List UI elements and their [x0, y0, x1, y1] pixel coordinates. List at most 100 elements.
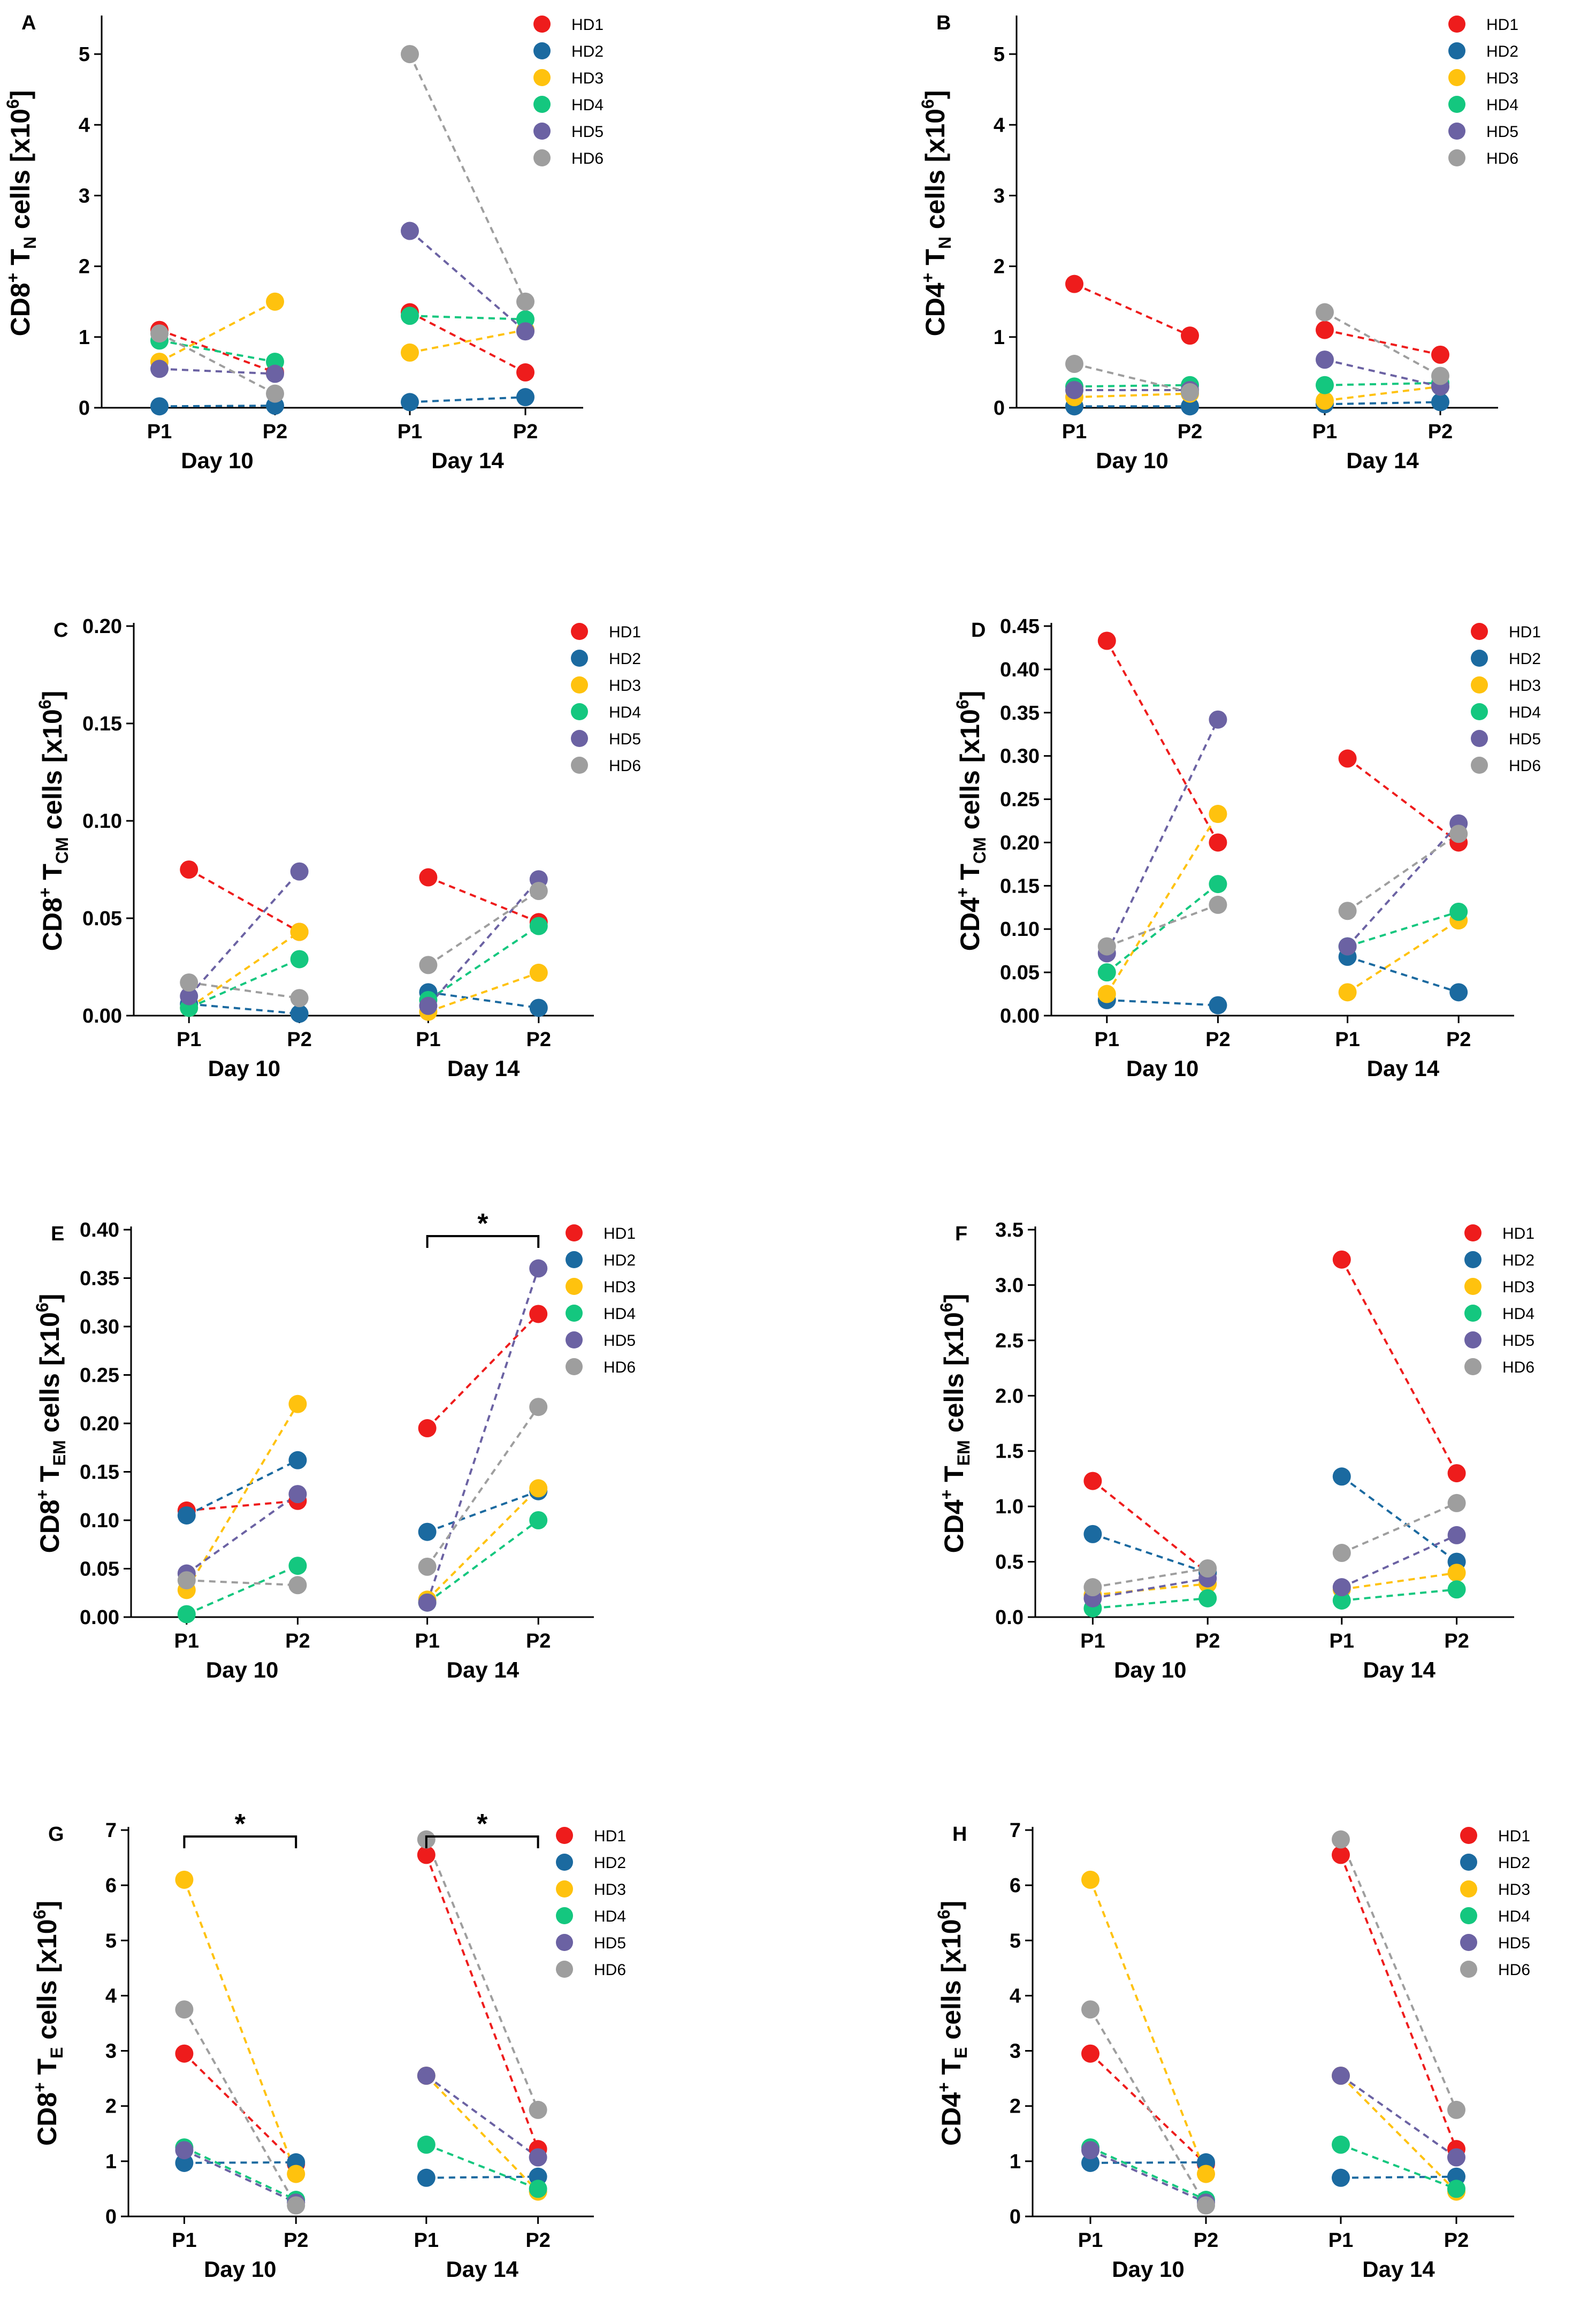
data-point-hd6	[1449, 825, 1468, 843]
series-line-hd4	[1347, 910, 1459, 948]
series-line-hd3	[425, 2075, 539, 2192]
data-point-hd5	[1209, 710, 1227, 729]
data-point-hd6	[288, 1576, 307, 1595]
legend-marker-hd6	[566, 1358, 583, 1375]
legend-marker-hd4	[571, 703, 588, 720]
legend-marker-hd1	[566, 1224, 583, 1241]
data-point-hd2	[1181, 397, 1199, 416]
legend-label: HD4	[1486, 96, 1518, 114]
significance-bracket	[425, 1835, 539, 1848]
legend-label: HD6	[594, 1961, 626, 1979]
legend-label: HD5	[1486, 123, 1518, 141]
legend-label: HD5	[594, 1934, 626, 1952]
legend-label: HD6	[571, 150, 604, 167]
x-tick-label: P1	[177, 1028, 201, 1051]
legend-marker-hd4	[1460, 1907, 1477, 1924]
data-point-hd6	[529, 2100, 547, 2119]
ylabel-end: ]	[32, 1901, 62, 1910]
ylabel-base: CD8	[37, 897, 67, 951]
legend-marker-hd4	[533, 96, 551, 113]
legend-marker-hd3	[1448, 69, 1465, 86]
data-point-hd1	[1316, 321, 1334, 339]
ylabel-exp: 6	[35, 699, 55, 709]
legend-marker-hd2	[1460, 1854, 1477, 1871]
series-line-hd3	[1074, 392, 1190, 399]
series-line-hd6	[1074, 363, 1190, 393]
legend-label: HD4	[604, 1305, 636, 1323]
y-tick-label: 3.5	[995, 1219, 1024, 1241]
series-line-hd6	[426, 1406, 539, 1568]
legend-marker-hd1	[1464, 1224, 1482, 1241]
series-line-hd1	[186, 1499, 298, 1512]
legend-label: HD4	[594, 1908, 626, 1925]
data-point-hd4	[529, 917, 548, 935]
y-tick-label: 2	[994, 256, 1005, 278]
x-tick-label: P1	[1080, 1630, 1105, 1652]
legend-label: HD2	[594, 1854, 626, 1872]
y-tick-label: 1	[105, 2151, 117, 2173]
y-tick-label: 5	[1010, 1930, 1021, 1952]
y-tick-label: 0.40	[80, 1219, 119, 1241]
y-tick-label: 0.15	[80, 1461, 119, 1484]
series-line-hd5	[186, 1493, 299, 1575]
legend-marker-hd6	[1464, 1358, 1482, 1375]
x-tick-label: P2	[263, 421, 287, 443]
series-line-hd6	[183, 2009, 297, 2206]
panel-a: A 0 1 2 3 4 5 P1 P2 P1 P2 Day 10 Day 14 CD8+ TN cells…	[3, 12, 604, 473]
legend-marker-hd2	[1471, 650, 1488, 667]
data-point-hd2	[1332, 2168, 1350, 2187]
y-tick-label: 1	[994, 326, 1005, 349]
data-point-hd6	[1083, 1578, 1102, 1597]
x-tick-label: P2	[1194, 2229, 1218, 2252]
data-point-hd2	[401, 393, 419, 411]
data-point-hd6	[1332, 1544, 1351, 1563]
data-point-hd3	[290, 923, 309, 941]
series-line-hd5	[426, 1268, 540, 1603]
significance-star: *	[235, 1809, 246, 1840]
panel-letter: B	[936, 12, 951, 34]
x-tick-label: P2	[513, 421, 538, 443]
x-tick-label: P1	[398, 421, 422, 443]
data-point-hd4	[1198, 1589, 1217, 1607]
y-tick-label: 3	[105, 2040, 117, 2063]
data-point-hd6	[266, 384, 284, 403]
series-line-hd6	[1093, 1567, 1208, 1589]
ylabel-sup: +	[33, 1490, 52, 1500]
legend-marker-hd1	[1448, 16, 1465, 33]
series-line-hd6	[1340, 1839, 1457, 2110]
series-line-hd1	[1324, 329, 1441, 356]
series-line-hd6	[1106, 904, 1219, 948]
ylabel-suffix: cells [x10	[920, 109, 950, 237]
panel-e: E 0.00 0.05 0.10 0.15 0.20 0.25 0.30 0.35 0.40 P1 P…	[33, 1208, 636, 1682]
data-point-hd1	[1332, 1846, 1350, 1864]
significance-star: *	[477, 1809, 488, 1840]
x-tick-label: P2	[525, 2229, 550, 2252]
ylabel-sup: +	[35, 888, 55, 898]
legend-label: HD1	[1502, 1225, 1534, 1243]
data-point-hd1	[1338, 749, 1357, 768]
ylabel-suffix: cells [x10	[37, 709, 67, 837]
legend-marker-hd1	[556, 1827, 573, 1844]
legend-label: HD4	[571, 96, 604, 114]
data-point-hd6	[418, 1557, 437, 1576]
x-group-label: Day 10	[1096, 448, 1168, 473]
y-tick-label: 3	[79, 185, 90, 207]
panel-h: H 0 1 2 3 4 5 6 7 P1 P2 P1 P2 Day 10 Day 14 CD4+ TE cel…	[934, 1819, 1530, 2282]
x-group-label: Day 14	[1362, 2257, 1435, 2282]
ylabel-cell: T	[35, 1466, 65, 1489]
legend-label: HD6	[1498, 1961, 1530, 1979]
ylabel-sup: +	[953, 888, 972, 898]
series-line-hd4	[1324, 382, 1441, 386]
data-point-hd6	[529, 882, 548, 901]
data-point-hd1	[1447, 1464, 1466, 1483]
data-point-hd4	[1209, 875, 1227, 894]
legend-marker-hd6	[1448, 149, 1465, 166]
x-group-label: Day 14	[446, 2257, 518, 2282]
data-point-hd6	[287, 2196, 306, 2215]
series-line-hd4	[1074, 384, 1190, 388]
data-point-hd3	[1447, 1564, 1466, 1582]
data-point-hd6	[1332, 1830, 1350, 1849]
x-tick-label: P2	[1178, 421, 1202, 443]
x-group-label: Day 10	[1126, 1056, 1198, 1081]
y-tick-label: 4	[105, 1985, 117, 2007]
